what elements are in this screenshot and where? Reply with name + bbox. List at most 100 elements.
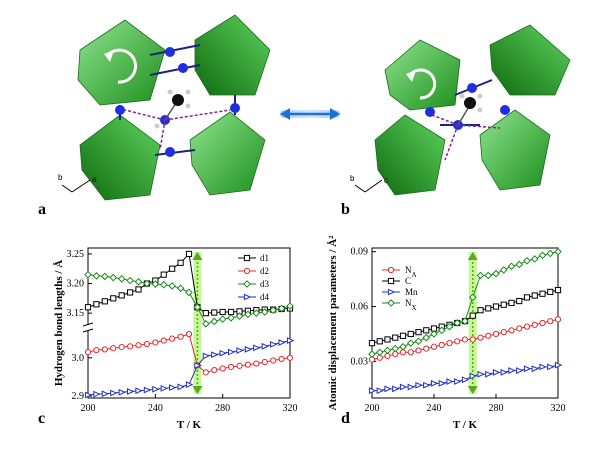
legend-label: d4 (260, 292, 270, 302)
data-point (159, 280, 168, 289)
series-line-d2 (87, 333, 291, 373)
data-point (407, 383, 416, 391)
data-point (278, 355, 285, 363)
data-point (546, 249, 555, 258)
octahedron (77, 19, 166, 106)
data-point (368, 387, 377, 395)
data-point (211, 351, 219, 359)
data-point (236, 362, 243, 369)
panel-label-b: b (341, 201, 350, 218)
y-axis-title: Hydrogen bond lengths / Å (53, 260, 65, 386)
data-point (243, 280, 251, 288)
data-point (93, 390, 101, 398)
data-point (219, 349, 227, 357)
data-point (244, 361, 252, 368)
axis-break (84, 325, 92, 331)
data-point (492, 269, 500, 278)
data-point (415, 381, 423, 389)
data-point (93, 347, 100, 354)
data-point (485, 305, 492, 312)
data-point (453, 319, 462, 327)
data-point (547, 363, 555, 371)
data-point (508, 327, 515, 334)
transition-arrow-icon (192, 252, 203, 260)
y-tick-label: 0.03 (351, 356, 369, 367)
data-point (376, 338, 383, 345)
x-tick-label: 240 (427, 403, 442, 414)
data-point (492, 369, 501, 376)
x-tick-label: 280 (489, 403, 504, 414)
octahedron (384, 39, 461, 111)
data-point (399, 332, 407, 339)
structure-a: b a (58, 14, 271, 201)
data-point (384, 336, 391, 343)
data-point (126, 276, 134, 285)
data-point (176, 284, 185, 293)
data-point (134, 277, 143, 286)
octahedron (189, 111, 266, 196)
data-point (531, 365, 540, 373)
x-axis-title: T / K (453, 419, 478, 431)
data-point (210, 317, 219, 326)
data-point (477, 307, 484, 314)
axis-break-mark (82, 328, 94, 333)
nitrogen-atom (165, 47, 175, 57)
y-tick-label: 3.20 (67, 279, 85, 290)
nitrogen-atom (115, 105, 125, 115)
data-point (523, 294, 531, 301)
data-point (126, 343, 134, 350)
octahedron (194, 14, 271, 96)
data-point (531, 321, 538, 328)
y-tick-label: 3.25 (67, 249, 85, 260)
data-point (135, 342, 142, 349)
y-tick-label: 2.9 (72, 391, 85, 402)
legend-label: NX (405, 298, 417, 312)
data-point (118, 292, 125, 299)
data-point (500, 301, 507, 308)
data-point (531, 292, 538, 299)
data-point (160, 271, 167, 278)
data-point (126, 289, 134, 296)
transition-arrow-icon (192, 386, 203, 394)
data-point (407, 349, 414, 356)
data-point (270, 341, 278, 348)
legend-label: d3 (260, 279, 270, 289)
carbon-atom (464, 97, 476, 109)
data-point (547, 318, 554, 325)
data-point (454, 378, 462, 385)
data-point (252, 309, 261, 317)
data-point (485, 370, 493, 378)
data-point (194, 362, 202, 369)
data-point (243, 267, 251, 275)
data-point (423, 345, 430, 352)
data-point (110, 295, 117, 302)
octahedron (79, 114, 161, 201)
data-point (438, 341, 445, 349)
data-point (219, 365, 226, 372)
data-point (269, 306, 277, 314)
rotation-arrow-icon (408, 68, 437, 100)
x-tick-label: 200 (365, 403, 380, 414)
rotation-arrow-icon (106, 48, 138, 84)
data-point (185, 250, 193, 258)
axis-c-label: c (384, 176, 388, 185)
nitrogen-atom (500, 105, 510, 115)
data-point (469, 312, 476, 319)
data-point (392, 385, 400, 393)
data-point (461, 376, 470, 384)
data-point (253, 344, 261, 352)
data-point (101, 298, 108, 305)
x-axis-title: T / K (177, 419, 202, 431)
data-point (539, 290, 546, 297)
series-line-d4 (87, 340, 291, 396)
data-point (508, 367, 516, 374)
data-point (423, 327, 430, 334)
data-point (539, 363, 547, 371)
panel-label-c: c (38, 410, 46, 427)
data-point (547, 288, 554, 296)
data-point (538, 251, 547, 260)
x-tick-label: 320 (551, 403, 566, 414)
data-point (151, 280, 160, 288)
data-point (516, 367, 524, 374)
